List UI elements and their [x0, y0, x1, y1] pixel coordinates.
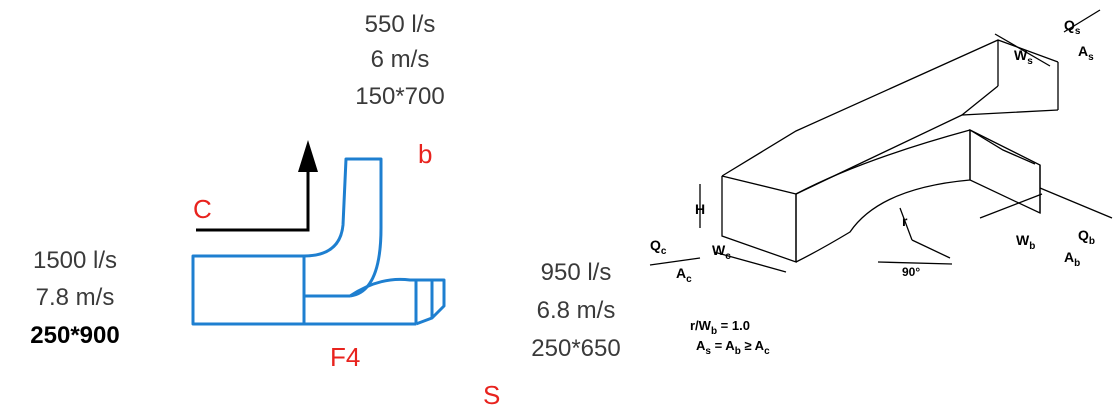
wb-label: Wb — [1016, 232, 1035, 252]
flow-direction-arrow — [196, 140, 318, 232]
qb-label: Qb — [1078, 227, 1095, 247]
wc-label: Wc — [712, 242, 731, 262]
isometric-labels: Qs As Ws Qb Ab Wb Qc Ac Wc H r 90° r/Wb … — [650, 17, 1095, 357]
qc-label: Qc — [650, 237, 667, 257]
straight-size: 250*650 — [531, 335, 620, 362]
branch-label-group: 550 l/s 6 m/s 150*700 — [355, 11, 444, 110]
h-label: H — [695, 201, 705, 217]
straight-velocity: 6.8 m/s — [537, 297, 616, 324]
inlet-label-group: 1500 l/s 7.8 m/s 250*900 — [30, 247, 119, 349]
ratio-formula: r/Wb = 1.0 — [690, 318, 750, 337]
straight-flow: 950 l/s — [541, 259, 612, 286]
as-label: As — [1078, 43, 1094, 63]
inlet-size: 250*900 — [30, 322, 119, 349]
branch-flow: 550 l/s — [365, 11, 436, 38]
ws-label: Ws — [1014, 47, 1033, 67]
ac-label: Ac — [676, 265, 692, 285]
label-f4: F4 — [330, 342, 360, 372]
label-c: C — [193, 194, 212, 224]
area-formula: As = Ab ≥ Ac — [696, 338, 770, 357]
ab-label: Ab — [1064, 249, 1080, 269]
qs-label: Qs — [1064, 17, 1081, 37]
duct-tee-sketch — [191, 157, 446, 326]
radius-label: r — [902, 213, 908, 229]
straight-label-group: 950 l/s 6.8 m/s 250*650 — [531, 259, 620, 362]
inlet-velocity: 7.8 m/s — [36, 284, 115, 311]
branch-velocity: 6 m/s — [371, 46, 430, 73]
isometric-tee — [649, 9, 1113, 273]
inlet-flow: 1500 l/s — [33, 247, 117, 274]
label-s: S — [483, 380, 500, 408]
branch-size: 150*700 — [355, 83, 444, 110]
angle-label: 90° — [902, 265, 920, 279]
label-b: b — [418, 139, 432, 169]
